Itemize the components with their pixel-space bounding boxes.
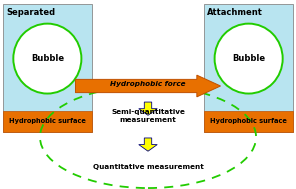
FancyBboxPatch shape: [3, 4, 92, 132]
FancyBboxPatch shape: [3, 111, 92, 132]
Text: Hydrophobic surface: Hydrophobic surface: [9, 119, 86, 124]
Text: Hydrophobic force: Hydrophobic force: [110, 81, 186, 88]
Text: Separated: Separated: [6, 8, 55, 17]
Text: Quantitative measurement: Quantitative measurement: [93, 164, 203, 170]
Ellipse shape: [13, 24, 81, 94]
FancyArrow shape: [75, 75, 221, 97]
Text: Bubble: Bubble: [31, 54, 64, 63]
FancyBboxPatch shape: [204, 111, 293, 132]
FancyArrow shape: [139, 138, 157, 151]
Text: Attachment: Attachment: [207, 8, 263, 17]
FancyArrow shape: [139, 102, 157, 115]
Text: Semi-quantitative
measurement: Semi-quantitative measurement: [111, 109, 185, 123]
Text: Bubble: Bubble: [232, 54, 265, 63]
FancyBboxPatch shape: [204, 4, 293, 132]
Text: Hydrophobic surface: Hydrophobic surface: [210, 119, 287, 124]
Ellipse shape: [215, 24, 283, 94]
